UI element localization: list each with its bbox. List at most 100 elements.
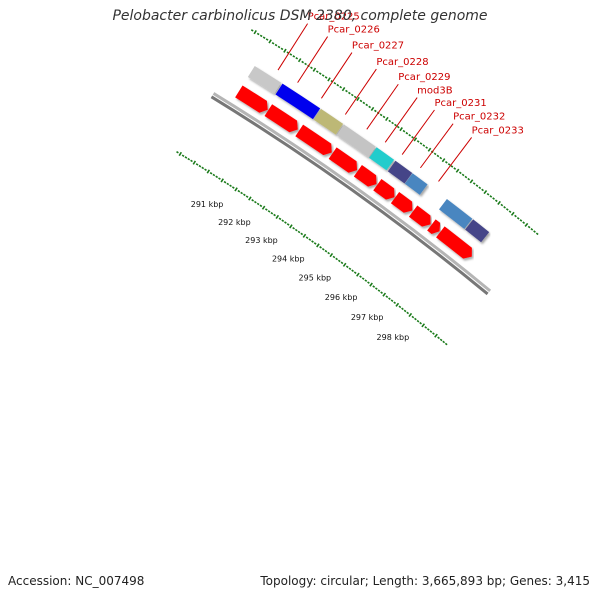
- major-tick: [356, 272, 360, 277]
- minor-tick: [223, 180, 227, 184]
- minor-tick: [530, 228, 534, 231]
- major-tick: [302, 233, 307, 238]
- gene-block: [369, 147, 395, 171]
- major-tick: [275, 214, 280, 220]
- backbone-inner-line: [210, 95, 489, 296]
- minor-tick: [408, 133, 412, 137]
- kbp-label: 295 kbp: [299, 274, 332, 283]
- gene-arrow: [295, 124, 332, 156]
- minor-tick: [351, 269, 354, 273]
- gene-block: [387, 160, 413, 184]
- minor-tick: [215, 175, 219, 179]
- gene-block: [336, 124, 376, 158]
- kbp-label: 297 kbp: [351, 313, 384, 322]
- minor-tick: [321, 247, 325, 251]
- minor-tick: [265, 38, 269, 41]
- minor-tick: [262, 36, 266, 39]
- major-tick: [455, 168, 460, 173]
- minor-tick: [533, 230, 536, 233]
- major-tick: [369, 282, 373, 287]
- minor-tick: [243, 193, 246, 197]
- minor-tick: [500, 203, 504, 207]
- minor-tick: [318, 72, 322, 75]
- minor-tick: [277, 45, 281, 49]
- minor-tick: [439, 338, 443, 342]
- minor-tick: [226, 182, 230, 186]
- minor-tick: [259, 34, 263, 38]
- major-tick: [289, 224, 293, 229]
- minor-tick: [390, 299, 394, 303]
- minor-tick: [187, 157, 191, 161]
- major-tick: [297, 58, 302, 63]
- gene-block: [465, 219, 490, 243]
- minor-tick: [335, 257, 338, 261]
- minor-tick: [424, 326, 428, 329]
- gene-leader-line: [366, 83, 399, 130]
- minor-tick: [372, 285, 376, 288]
- minor-tick: [374, 287, 378, 290]
- minor-tick: [218, 177, 221, 180]
- minor-tick: [330, 80, 334, 83]
- minor-tick: [522, 221, 526, 224]
- gene-label: Pcar_0233: [472, 125, 524, 136]
- gene-arrow: [436, 226, 472, 259]
- minor-tick: [270, 211, 274, 215]
- major-tick: [192, 160, 197, 165]
- kbp-label: 298 kbp: [377, 333, 410, 342]
- gene-label: Pcar_0226: [328, 25, 380, 36]
- minor-tick: [271, 41, 275, 45]
- minor-tick: [388, 297, 391, 300]
- minor-tick: [337, 259, 341, 263]
- minor-tick: [377, 289, 381, 292]
- minor-tick: [442, 340, 446, 344]
- backbone-outer-line: [212, 92, 492, 293]
- minor-tick: [361, 277, 365, 280]
- minor-tick: [492, 197, 495, 200]
- major-tick: [408, 312, 413, 318]
- minor-tick: [444, 342, 448, 346]
- minor-tick: [359, 99, 363, 103]
- minor-tick: [256, 32, 260, 36]
- accession-text: Accession: NC_007498: [8, 574, 145, 588]
- map-title: Pelobacter carbinolicus DSM 2380, comple…: [112, 8, 488, 24]
- minor-tick: [304, 62, 307, 66]
- gene-block: [313, 108, 344, 135]
- minor-tick: [367, 281, 370, 284]
- minor-tick: [406, 311, 410, 315]
- minor-tick: [319, 246, 322, 249]
- gene-leader-line: [420, 123, 454, 169]
- minor-tick: [439, 156, 443, 160]
- kbp-label: 292 kbp: [218, 218, 251, 227]
- gene-label: Pcar_0228: [376, 57, 428, 68]
- gene-label: Pcar_0225: [308, 12, 360, 23]
- gene-arrow: [235, 85, 268, 113]
- gene-arrow: [328, 147, 358, 173]
- major-tick: [441, 158, 446, 163]
- major-tick: [178, 151, 183, 157]
- minor-tick: [254, 200, 257, 204]
- minor-tick: [294, 228, 298, 232]
- minor-tick: [447, 163, 451, 166]
- gene-block: [404, 173, 428, 195]
- minor-tick: [464, 175, 468, 179]
- minor-tick: [310, 66, 313, 70]
- minor-tick: [426, 328, 430, 331]
- minor-tick: [411, 315, 415, 319]
- major-tick: [497, 200, 501, 205]
- gene-block: [275, 83, 321, 120]
- major-tick: [385, 116, 389, 122]
- minor-tick: [278, 217, 282, 221]
- minor-tick: [209, 171, 213, 175]
- minor-tick: [458, 171, 462, 175]
- minor-tick: [364, 279, 368, 282]
- kbp-label: 291 kbp: [191, 200, 224, 209]
- minor-tick: [198, 164, 202, 168]
- minor-tick: [486, 192, 490, 196]
- minor-tick: [274, 43, 278, 47]
- major-tick: [327, 77, 331, 82]
- gene-arrow: [390, 191, 413, 213]
- minor-tick: [280, 47, 284, 51]
- minor-tick: [374, 109, 377, 113]
- minor-tick: [535, 232, 539, 236]
